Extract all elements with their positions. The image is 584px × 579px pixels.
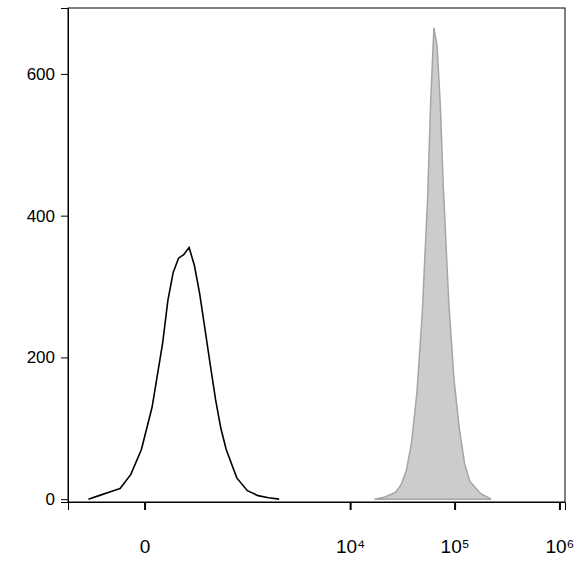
y-tick-mark [61, 499, 68, 500]
y-tick-mark [61, 74, 68, 75]
x-tick-mark [144, 502, 146, 510]
plot-frame [68, 8, 565, 502]
x-axis-line [69, 503, 566, 511]
x-tick: 10⁵ [441, 502, 470, 557]
x-tick-label: 10⁵ [441, 536, 470, 557]
y-tick: 0 [46, 490, 68, 509]
x-tick-mark [454, 502, 456, 510]
x-tick-label: 10⁶ [545, 536, 574, 557]
y-tick-mark [61, 216, 68, 217]
y-axis-line [61, 9, 69, 503]
x-tick-label: 0 [140, 536, 151, 557]
y-tick: 400 [27, 207, 68, 226]
y-tick-label: 600 [27, 65, 55, 84]
x-tick: 10⁴ [336, 502, 365, 557]
y-tick: 200 [27, 348, 68, 367]
y-tick-label: 400 [27, 207, 55, 226]
x-tick-mark [350, 502, 352, 510]
marks [88, 28, 491, 499]
x-tick: 10⁶ [545, 502, 574, 557]
x-tick-label: 10⁴ [336, 536, 365, 557]
y-tick-mark [61, 357, 68, 358]
y-axis: 0 200 400 600 [27, 9, 69, 510]
y-tick-label: 0 [46, 490, 55, 509]
x-tick-mark [559, 502, 561, 510]
histogram-area [375, 28, 492, 499]
y-tick-label: 200 [27, 348, 55, 367]
x-axis: 0 10⁴ 10⁵ 10⁶ [69, 502, 575, 557]
x-tick: 0 [140, 502, 151, 557]
y-tick: 600 [27, 65, 68, 84]
plot: 0 200 400 600 0 10⁴ 10⁵ 10⁶ [27, 8, 575, 557]
chart: 0 200 400 600 0 10⁴ 10⁵ 10⁶ [0, 0, 584, 579]
histogram-line [88, 248, 279, 500]
